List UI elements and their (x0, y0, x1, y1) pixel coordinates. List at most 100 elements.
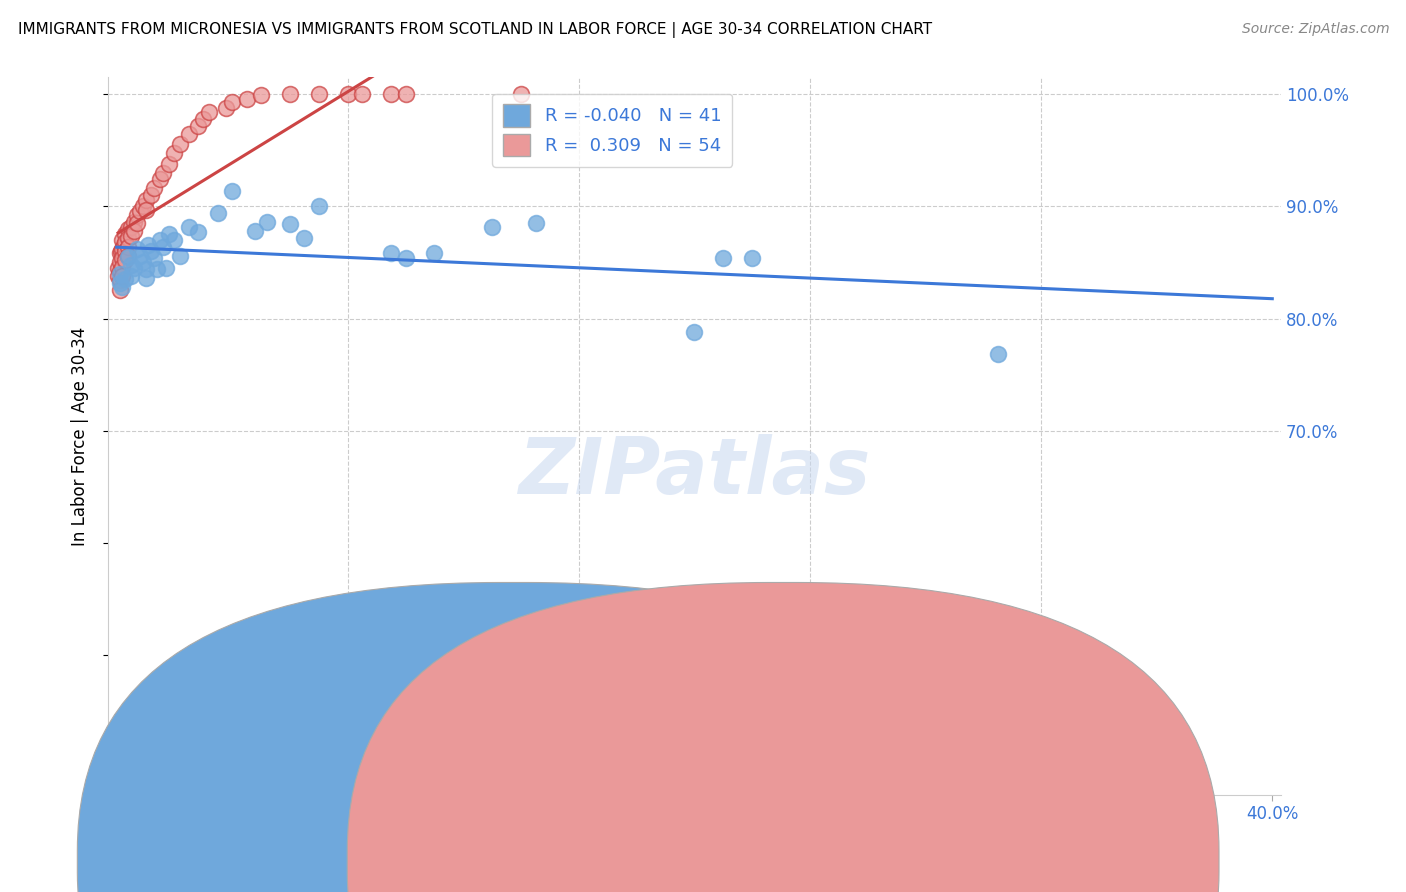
Point (117, 231, 139, 245)
Text: IMMIGRANTS FROM MICRONESIA VS IMMIGRANTS FROM SCOTLAND IN LABOR FORCE | AGE 30-3: IMMIGRANTS FROM MICRONESIA VS IMMIGRANTS… (18, 22, 932, 38)
Point (120, 219, 142, 234)
Point (135, 271, 157, 285)
Point (193, 112, 215, 126)
Point (149, 172, 172, 186)
Point (207, 206, 229, 220)
Point (380, 246, 402, 260)
Point (152, 166, 174, 180)
Point (138, 237, 160, 252)
Point (131, 199, 153, 213)
Point (111, 280, 134, 294)
Text: Immigrants from Micronesia: Immigrants from Micronesia (534, 852, 779, 870)
Point (143, 251, 166, 265)
Point (122, 224, 145, 238)
Point (152, 240, 174, 254)
Point (683, 325, 706, 339)
Point (111, 260, 134, 274)
Point (169, 249, 191, 263)
Point (256, 215, 278, 229)
Point (108, 264, 131, 278)
Point (380, 87, 402, 102)
Point (107, 261, 129, 276)
Point (122, 215, 145, 229)
Point (157, 227, 180, 242)
Point (122, 261, 145, 276)
Point (114, 253, 136, 268)
Point (177, 127, 200, 141)
Point (308, 199, 330, 213)
Point (111, 242, 134, 256)
Point (117, 249, 139, 263)
Point (125, 242, 148, 256)
Point (308, 87, 330, 102)
Point (111, 251, 134, 265)
Point (394, 87, 416, 102)
Point (155, 261, 177, 276)
Point (245, 224, 267, 238)
Point (117, 250, 139, 264)
Point (510, 87, 533, 102)
Point (215, 101, 238, 115)
Point (111, 233, 134, 247)
Point (149, 233, 172, 247)
Point (128, 203, 150, 218)
Point (524, 216, 547, 230)
Point (120, 228, 142, 243)
Point (235, 92, 257, 106)
Point (198, 105, 221, 120)
Point (108, 284, 131, 298)
Point (141, 188, 163, 202)
Point (111, 268, 134, 283)
Point (108, 276, 131, 290)
Point (108, 273, 131, 287)
Text: Immigrants from Scotland: Immigrants from Scotland (801, 852, 1028, 870)
Point (108, 255, 131, 269)
Point (146, 262, 169, 277)
Point (141, 244, 163, 259)
Point (336, 87, 359, 102)
Point (187, 225, 209, 239)
Point (278, 87, 301, 102)
Point (481, 219, 503, 234)
Point (135, 202, 157, 217)
Point (117, 222, 139, 236)
Point (169, 136, 191, 151)
Point (294, 231, 316, 245)
Text: ZIPatlas: ZIPatlas (519, 434, 870, 510)
Point (114, 227, 136, 242)
Point (125, 216, 148, 230)
Point (120, 268, 142, 283)
Point (120, 258, 142, 272)
Point (114, 272, 136, 286)
Point (221, 184, 243, 198)
Point (423, 246, 446, 260)
Point (163, 233, 186, 247)
Point (394, 251, 416, 265)
Point (117, 240, 139, 254)
Y-axis label: In Labor Force | Age 30-34: In Labor Force | Age 30-34 (72, 326, 89, 546)
Point (125, 208, 148, 222)
Point (250, 88, 273, 103)
Point (114, 244, 136, 259)
Point (112, 237, 135, 252)
Point (177, 219, 200, 234)
Text: Source: ZipAtlas.com: Source: ZipAtlas.com (1241, 22, 1389, 37)
Point (110, 244, 132, 259)
Point (278, 217, 301, 231)
Point (163, 145, 186, 160)
Point (108, 246, 131, 260)
Point (135, 262, 157, 277)
Point (108, 267, 131, 281)
Point (114, 235, 136, 250)
Point (157, 157, 180, 171)
Legend: R = -0.040   N = 41, R =  0.309   N = 54: R = -0.040 N = 41, R = 0.309 N = 54 (492, 94, 733, 167)
Point (987, 347, 1010, 361)
Point (107, 268, 129, 283)
Point (135, 193, 157, 207)
Point (741, 251, 763, 265)
Point (352, 87, 374, 102)
Point (131, 255, 153, 269)
Point (187, 119, 209, 133)
Point (128, 249, 150, 263)
Point (143, 181, 166, 195)
